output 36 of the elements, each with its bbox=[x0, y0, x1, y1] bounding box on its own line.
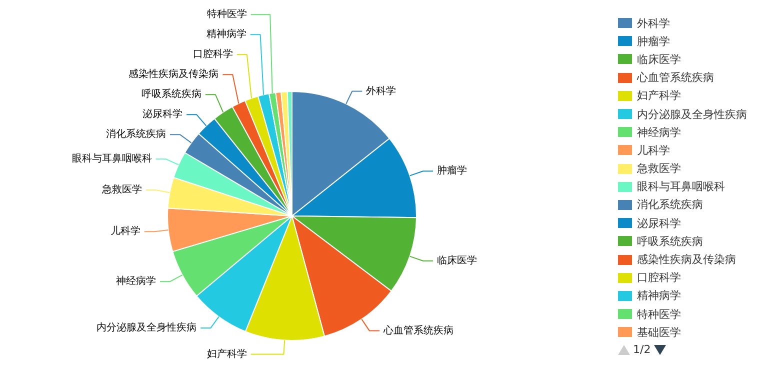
slice-label: 神经病学 bbox=[116, 275, 156, 288]
legend-label: 泌尿科学 bbox=[637, 216, 681, 231]
slice-label: 精神病学 bbox=[206, 28, 246, 40]
slice-label: 临床医学 bbox=[437, 254, 478, 266]
legend-label: 临床医学 bbox=[637, 52, 681, 67]
legend-label: 外科学 bbox=[637, 16, 670, 31]
legend-label: 急救医学 bbox=[637, 161, 681, 176]
legend-label: 基础医学 bbox=[637, 324, 681, 340]
slice-label: 眼科与耳鼻咽喉科 bbox=[72, 152, 152, 165]
slice-label: 消化系统疾病 bbox=[106, 128, 166, 140]
legend-label: 口腔科学 bbox=[637, 270, 681, 286]
slice-label: 口腔科学 bbox=[192, 48, 233, 60]
slice-label: 肿瘤学 bbox=[437, 164, 468, 177]
legend-label: 消化系统疾病 bbox=[637, 197, 703, 212]
slice-label: 呼吸系统疾病 bbox=[141, 88, 202, 100]
legend-label: 感染性疾病及传染病 bbox=[637, 252, 736, 268]
legend-label: 肿瘤学 bbox=[637, 34, 670, 49]
slice-label: 特种医学 bbox=[206, 8, 247, 20]
legend-label: 特种医学 bbox=[637, 306, 681, 322]
slice-label: 感染性疾病及传染病 bbox=[128, 68, 219, 80]
slice-label: 急救医学 bbox=[100, 184, 142, 196]
legend-label: 呼吸系统疾病 bbox=[637, 234, 703, 249]
legend-label: 神经病学 bbox=[637, 124, 681, 140]
text: 1/2 bbox=[633, 343, 651, 356]
slice-label: 泌尿科学 bbox=[142, 108, 183, 120]
slice-label: 妇产科学 bbox=[206, 348, 247, 360]
legend-label: 精神病学 bbox=[637, 288, 681, 304]
legend-label: 心血管系统疾病 bbox=[637, 70, 714, 86]
legend-label: 眼科与耳鼻咽喉科 bbox=[637, 179, 725, 194]
slice-label: 内分泌腺及全身性疾病 bbox=[96, 322, 197, 334]
legend-label: 妇产科学 bbox=[637, 88, 681, 104]
slice-label: 外科学 bbox=[366, 84, 396, 97]
slice-label: 心血管系统疾病 bbox=[382, 324, 454, 336]
legend-label: 儿科学 bbox=[637, 142, 670, 158]
legend-label: 内分泌腺及全身性疾病 bbox=[637, 106, 747, 122]
slice-label: 儿科学 bbox=[110, 225, 140, 238]
